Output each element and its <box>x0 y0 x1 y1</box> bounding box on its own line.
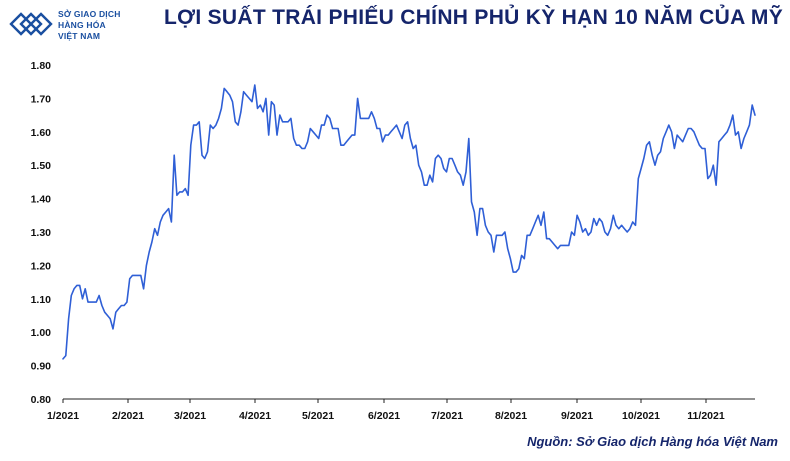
x-tick-label: 5/2021 <box>302 410 334 422</box>
brand-logo-icon <box>9 12 53 36</box>
y-tick-label: 1.40 <box>31 194 52 206</box>
x-tick-label: 11/2021 <box>687 410 725 422</box>
y-tick-label: 1.80 <box>31 60 52 72</box>
series-layer <box>62 84 756 360</box>
y-tick-label: 1.00 <box>31 327 52 339</box>
y-tick-label: 0.80 <box>31 394 52 406</box>
x-tick-label: 4/2021 <box>239 410 271 422</box>
x-tick-label: 3/2021 <box>174 410 206 422</box>
y-tick-label: 1.70 <box>31 93 52 105</box>
series-line-0 <box>62 84 756 360</box>
logo-text-line-3: VIỆT NAM <box>58 31 101 41</box>
x-tick-label: 10/2021 <box>622 410 660 422</box>
y-tick-label: 1.50 <box>31 160 52 172</box>
y-axis-tick-labels: 0.80 0.90 1.00 1.10 1.20 1.30 1.40 1.50 1.60 1.70… <box>31 60 52 406</box>
chart-axes <box>62 398 755 403</box>
y-tick-label: 1.10 <box>31 294 52 306</box>
chart-title: LỢI SUẤT TRÁI PHIẾU CHÍNH PHỦ KỲ HẠN 10 … <box>164 6 783 29</box>
x-tick-label: 8/2021 <box>495 410 527 422</box>
y-tick-label: 1.30 <box>31 227 52 239</box>
logo-text-line-1: SỞ GIAO DỊCH <box>58 9 121 19</box>
x-tick-label: 7/2021 <box>431 410 463 422</box>
x-tick-label: 1/2021 <box>47 410 79 422</box>
y-tick-label: 1.20 <box>31 260 52 272</box>
x-tick-label: 9/2021 <box>561 410 593 422</box>
y-tick-label: 0.90 <box>31 361 52 373</box>
logo-text-line-2: HÀNG HÓA <box>58 20 106 30</box>
source-note: Nguồn: Sở Giao dịch Hàng hóa Việt Nam <box>527 434 778 449</box>
x-axis-tick-labels: 1/2021 2/2021 3/2021 4/2021 5/2021 6/2021 7/20… <box>47 410 725 422</box>
y-tick-label: 1.60 <box>31 127 52 139</box>
x-tick-label: 2/2021 <box>112 410 144 422</box>
brand-logo: SỞ GIAO DỊCH HÀNG HÓA VIỆT NAM <box>8 4 158 44</box>
x-tick-label: 6/2021 <box>368 410 400 422</box>
